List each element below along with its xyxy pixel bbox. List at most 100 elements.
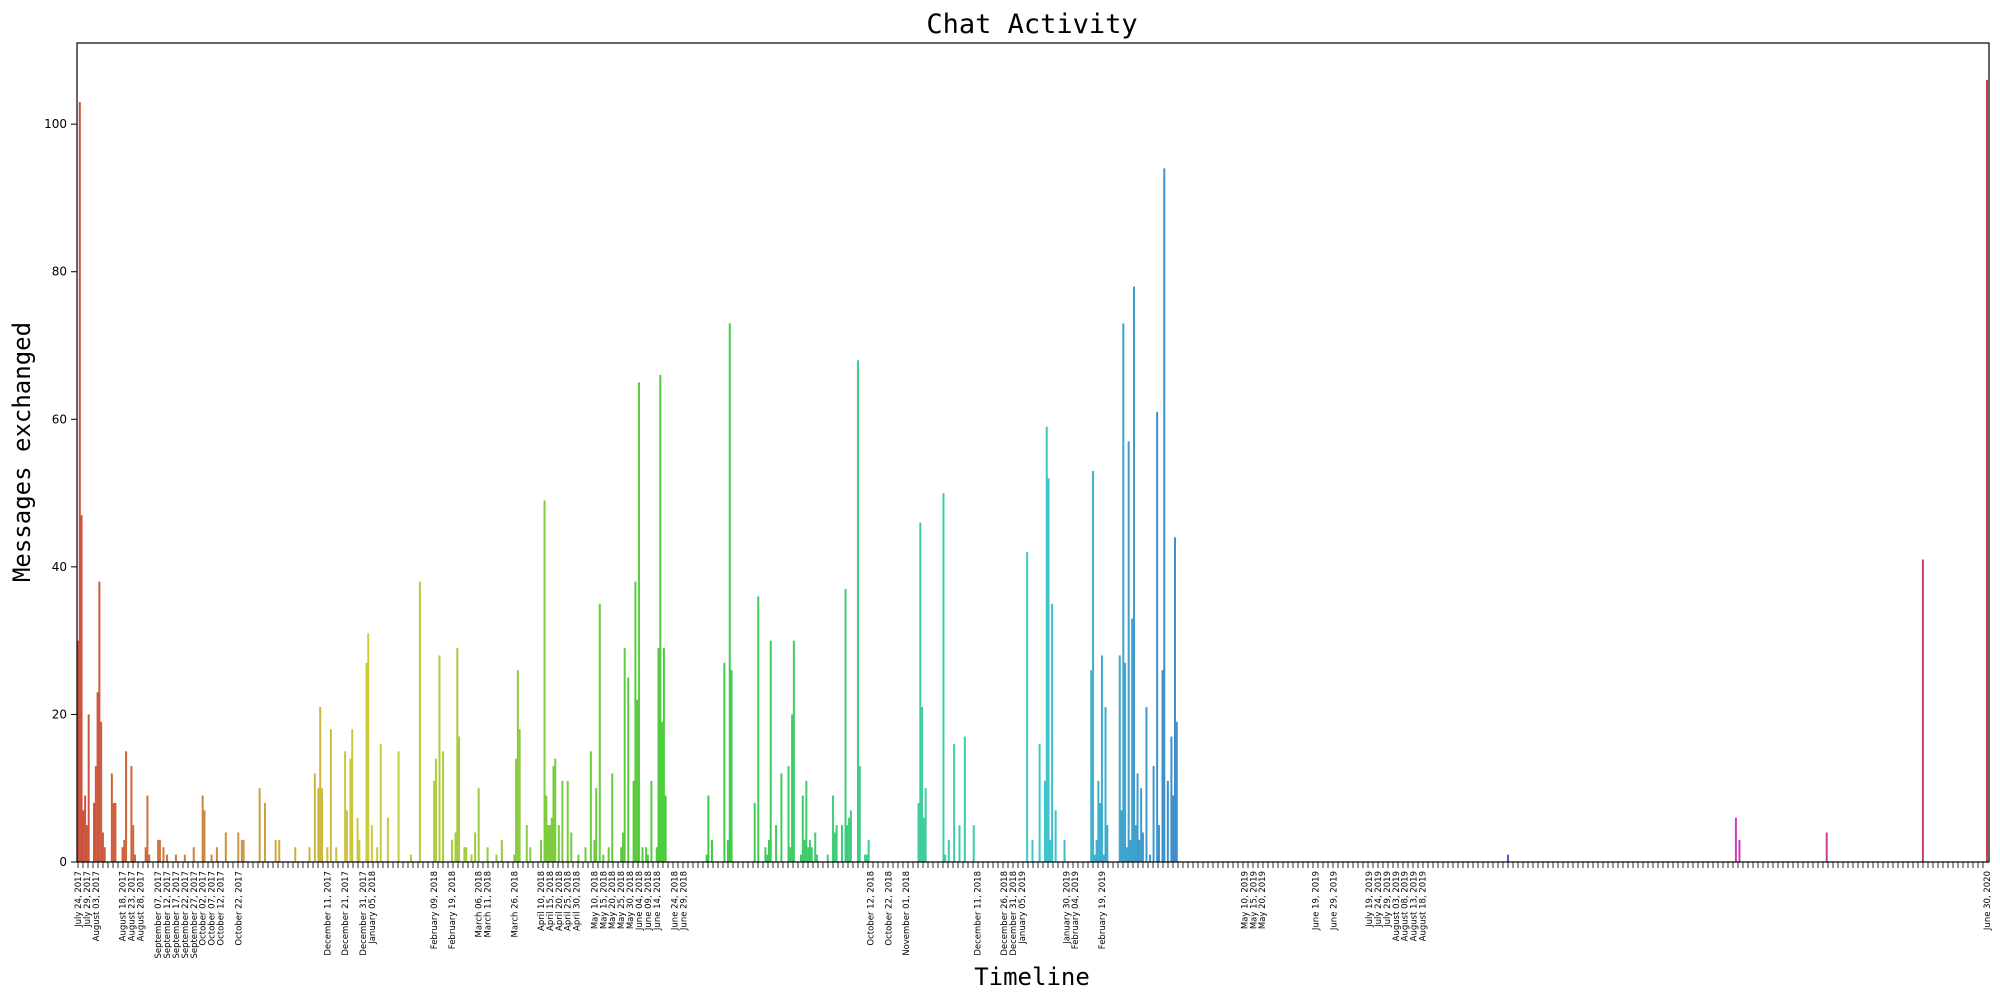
bar [557, 825, 560, 862]
bar [634, 581, 637, 862]
bar [769, 640, 772, 862]
bar [1118, 655, 1121, 862]
x-axis-label: Timeline [974, 963, 1090, 991]
bar [313, 773, 316, 862]
bar [584, 847, 587, 862]
x-tick-label: June 24, 2018 [671, 871, 681, 931]
bar [723, 662, 726, 862]
bar [646, 854, 649, 862]
bar [947, 839, 950, 862]
x-tick-label: May 25, 2018 [617, 871, 627, 929]
bar [1133, 286, 1135, 862]
bar [192, 847, 195, 862]
bar [103, 847, 106, 862]
bar [82, 810, 85, 862]
x-tick-label: October 22, 2018 [884, 871, 894, 946]
bar [477, 788, 480, 862]
bar [552, 766, 555, 862]
x-tick-label: April 25, 2018 [564, 871, 574, 931]
bar [77, 640, 79, 862]
bar [570, 832, 573, 862]
x-ticks-group [77, 862, 1984, 868]
bar [848, 817, 851, 862]
bar [791, 714, 794, 862]
x-tick-label: August 08, 2019 [1401, 871, 1411, 941]
x-tick-label: July 19, 2019 [1365, 871, 1375, 928]
bar [132, 825, 135, 862]
bar [865, 854, 868, 862]
bar [864, 854, 867, 862]
bar [664, 795, 667, 862]
bar [125, 751, 128, 862]
x-tick-label: December 26, 2018 [1000, 871, 1010, 956]
bar [867, 839, 870, 862]
y-tick-label: 100 [44, 117, 67, 131]
bar [645, 847, 648, 862]
x-tick-label: August 28, 2017 [136, 871, 146, 941]
bar [917, 802, 920, 862]
bar [1986, 79, 1988, 862]
bar [240, 839, 243, 862]
x-tick-label: August 03, 2017 [92, 871, 102, 941]
bar [593, 839, 596, 862]
bar [308, 847, 311, 862]
bar [547, 825, 550, 862]
bar [1099, 802, 1102, 862]
bar [548, 825, 551, 862]
bar [1152, 766, 1155, 862]
bar [835, 825, 838, 862]
bar [632, 780, 635, 862]
bar [566, 780, 569, 862]
bar [623, 648, 626, 862]
x-tick-label: August 18, 2019 [1418, 871, 1428, 941]
x-tick-label: January 30, 2019 [1062, 871, 1072, 945]
bar [386, 817, 389, 862]
x-tick-label: December 21, 2017 [341, 871, 351, 956]
bar [242, 839, 245, 862]
bar [130, 766, 133, 862]
bar [525, 825, 528, 862]
x-tick-label: March 26, 2018 [510, 871, 520, 937]
x-tick-label: December 11, 2018 [973, 871, 983, 956]
bar [1145, 707, 1148, 862]
x-tick-label: May 10, 2019 [1240, 871, 1250, 929]
x-tick-label: November 01, 2018 [902, 871, 912, 956]
x-tick-label: May 20, 2018 [608, 871, 618, 929]
bar [595, 788, 598, 862]
bar [753, 802, 756, 862]
bar [78, 102, 81, 862]
x-tick-label: April 10, 2018 [537, 871, 547, 931]
bar [963, 736, 966, 862]
x-tick-label: October 12, 2018 [866, 871, 876, 946]
x-tick-label: May 20, 2019 [1258, 871, 1268, 929]
bar [958, 825, 961, 862]
bar [215, 847, 218, 862]
bar [810, 847, 813, 862]
bar [766, 854, 769, 862]
bar [201, 795, 204, 862]
bar [495, 854, 498, 862]
bar [203, 810, 206, 862]
bar [148, 854, 151, 862]
bar [767, 839, 770, 862]
bar [775, 825, 778, 862]
bar [730, 670, 733, 862]
chart-title: Chat Activity [926, 9, 1137, 40]
x-tick-label: February 09, 2018 [430, 871, 440, 949]
bar [326, 847, 329, 862]
bar [518, 729, 521, 862]
bar [110, 773, 113, 862]
bar [1093, 854, 1096, 862]
bar [358, 839, 361, 862]
bar [800, 854, 802, 862]
bar [662, 648, 665, 862]
x-tick-label: April 20, 2018 [555, 871, 565, 931]
x-tick-label: July 29, 2019 [1383, 871, 1393, 928]
bar [166, 854, 169, 862]
bar [826, 854, 829, 862]
y-tick-label: 20 [52, 707, 67, 721]
x-tick-label: April 30, 2018 [573, 871, 583, 931]
bar [1172, 795, 1175, 862]
bar [1125, 847, 1128, 862]
plot-frame [76, 42, 1990, 863]
